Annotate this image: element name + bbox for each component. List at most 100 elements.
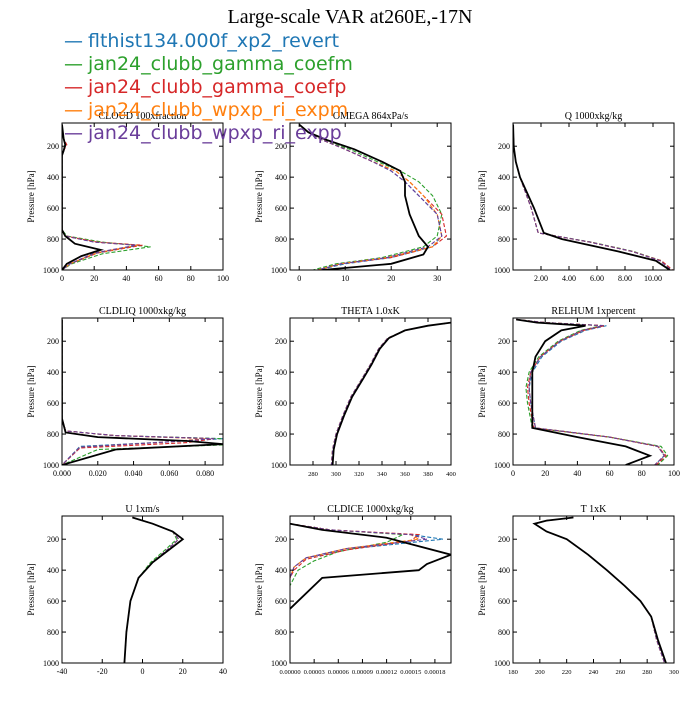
x-tick-label: 0 bbox=[511, 469, 515, 478]
series-line bbox=[298, 124, 443, 270]
y-tick-label: 600 bbox=[498, 204, 510, 213]
series-line bbox=[290, 523, 421, 579]
y-tick-label: 400 bbox=[275, 173, 287, 182]
plot-frame bbox=[512, 317, 675, 466]
x-tick-label: 0.00015 bbox=[400, 669, 421, 676]
x-tick-label: -40 bbox=[57, 667, 68, 676]
legend-label: jan24_clubb_gamma_coefm bbox=[88, 53, 353, 75]
y-tick-label: 1000 bbox=[494, 266, 510, 275]
series-line bbox=[513, 124, 673, 270]
panel-title: T 1xK bbox=[581, 504, 607, 515]
y-tick-label: 800 bbox=[498, 628, 510, 637]
y-tick-label: 400 bbox=[47, 368, 59, 377]
series-line bbox=[331, 321, 451, 465]
x-tick-label: 20 bbox=[179, 667, 187, 676]
series-line bbox=[516, 318, 667, 465]
plot-frame bbox=[61, 515, 224, 664]
series-line bbox=[513, 124, 672, 270]
x-tick-label: 4.00 bbox=[562, 274, 576, 283]
x-tick-label: 360 bbox=[400, 471, 410, 478]
x-tick-label: 0.00012 bbox=[376, 669, 397, 676]
x-tick-label: 80 bbox=[187, 274, 195, 283]
x-tick-label: 20 bbox=[541, 469, 549, 478]
y-tick-label: 600 bbox=[47, 597, 59, 606]
y-tick-label: 1000 bbox=[271, 266, 287, 275]
x-tick-label: 340 bbox=[377, 471, 387, 478]
series-line bbox=[298, 124, 443, 270]
y-tick-label: 600 bbox=[498, 399, 510, 408]
y-axis-label: Pressure [hPa] bbox=[477, 170, 487, 222]
series-line bbox=[123, 516, 180, 663]
legend-item: — jan24_clubb_gamma_coefp bbox=[64, 76, 353, 99]
legend-item: — jan24_clubb_wpxp_ri_expm bbox=[64, 99, 353, 122]
x-tick-label: 0 bbox=[60, 274, 64, 283]
y-tick-label: 800 bbox=[275, 430, 287, 439]
x-tick-label: 260 bbox=[615, 669, 625, 676]
y-tick-label: 800 bbox=[275, 628, 287, 637]
y-tick-label: 400 bbox=[275, 368, 287, 377]
series-line bbox=[123, 516, 180, 663]
panel: U 1xm/s 200 400 600 800 1000-40 -20 0 20 40 Pressu… bbox=[26, 504, 227, 676]
y-tick-label: 800 bbox=[275, 235, 287, 244]
x-tick-label: 200 bbox=[535, 669, 545, 676]
series-line bbox=[513, 124, 672, 270]
x-tick-label: 320 bbox=[354, 471, 364, 478]
plot-frame bbox=[512, 515, 675, 664]
x-tick-label: 0.00009 bbox=[352, 669, 373, 676]
panel-title: CLOUD 100xfraction bbox=[98, 111, 186, 122]
series-line bbox=[330, 322, 451, 465]
series-line bbox=[330, 322, 451, 465]
series-line bbox=[123, 516, 178, 663]
x-tick-label: 0.040 bbox=[125, 469, 143, 478]
x-tick-label: 0.00006 bbox=[328, 669, 350, 676]
legend-swatch: — bbox=[64, 76, 83, 98]
series-line bbox=[298, 124, 443, 270]
x-tick-label: 100 bbox=[217, 274, 229, 283]
y-tick-label: 1000 bbox=[43, 659, 59, 668]
y-axis-label: Pressure [hPa] bbox=[254, 563, 264, 615]
y-tick-label: 400 bbox=[498, 173, 510, 182]
y-axis-label: Pressure [hPa] bbox=[477, 563, 487, 615]
legend-swatch: — bbox=[64, 99, 83, 121]
legend-label: flthist134.000f_xp2_revert bbox=[88, 30, 340, 52]
y-tick-label: 400 bbox=[47, 173, 59, 182]
panel-title: U 1xm/s bbox=[125, 504, 159, 515]
series-line bbox=[290, 523, 421, 579]
panel: THETA 1.0xK 200 400 600 800 1000 280 300 320 340 3… bbox=[254, 306, 456, 478]
plot-frame bbox=[289, 122, 452, 271]
x-tick-label: 300 bbox=[669, 669, 679, 676]
x-tick-label: 0.060 bbox=[160, 469, 178, 478]
y-tick-label: 600 bbox=[275, 204, 287, 213]
legend-label: jan24_clubb_gamma_coefp bbox=[88, 76, 347, 98]
x-tick-label: 0 bbox=[141, 667, 145, 676]
y-tick-label: 800 bbox=[47, 235, 59, 244]
x-tick-label: 8.00 bbox=[618, 274, 632, 283]
x-tick-label: 30 bbox=[433, 274, 441, 283]
series-line bbox=[62, 124, 151, 270]
legend: — flthist134.000f_xp2_revert — jan24_clubb_… bbox=[64, 30, 353, 145]
y-tick-label: 1000 bbox=[271, 659, 287, 668]
x-tick-label: 0.020 bbox=[89, 469, 107, 478]
panel: CLDICE 1000xkg/kg 200 400 600 800 10000.00000… bbox=[254, 504, 452, 676]
y-tick-label: 200 bbox=[47, 142, 59, 151]
series-line bbox=[533, 516, 666, 663]
series-line bbox=[123, 516, 185, 663]
y-axis-label: Pressure [hPa] bbox=[26, 563, 36, 615]
x-tick-label: 60 bbox=[155, 274, 163, 283]
panel: Q 1000xkg/kg 200 400 600 800 1000 2.00 4.00 6.00… bbox=[477, 111, 675, 283]
series-line bbox=[62, 124, 138, 270]
y-tick-label: 400 bbox=[498, 566, 510, 575]
x-tick-label: 380 bbox=[423, 471, 433, 478]
series-line bbox=[62, 124, 104, 270]
series-line bbox=[516, 318, 666, 465]
y-tick-label: 1000 bbox=[43, 266, 59, 275]
y-tick-label: 1000 bbox=[494, 659, 510, 668]
x-tick-label: 100 bbox=[668, 469, 680, 478]
y-tick-label: 600 bbox=[47, 399, 59, 408]
series-line bbox=[330, 322, 451, 465]
y-axis-label: Pressure [hPa] bbox=[26, 365, 36, 417]
